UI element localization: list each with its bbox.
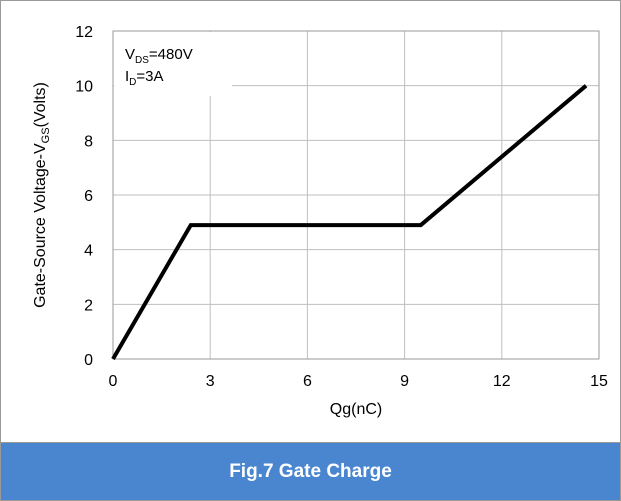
x-tick-label: 15 [590, 373, 608, 390]
gate-charge-line [111, 84, 588, 361]
x-tick-label: 9 [400, 373, 409, 390]
y-tick-label: 10 [75, 79, 93, 96]
y-tick-label: 4 [84, 243, 93, 260]
x-tick-label: 3 [206, 373, 215, 390]
figure-caption: Fig.7 Gate Charge [229, 460, 392, 482]
plot-panel: VDS=480V ID=3A 0 3 6 9 12 15 0 2 4 6 8 10 12 Qg(nC) … [1, 1, 620, 443]
y-tick-label: 12 [75, 24, 93, 41]
y-axis-label: Gate-Source Voltage-VGS(Volts) [32, 82, 52, 308]
x-axis-label: Qg(nC) [330, 401, 382, 418]
x-tick-label: 12 [493, 373, 511, 390]
y-tick-label: 6 [84, 188, 93, 205]
caption-bar: Fig.7 Gate Charge [1, 443, 620, 500]
plot-area-border [112, 30, 600, 360]
annotation-background [114, 32, 232, 96]
y-tick-label: 8 [84, 133, 93, 150]
series-layer [111, 84, 588, 361]
y-tick-label: 0 [84, 352, 93, 369]
vds-annotation: VDS=480V [125, 46, 193, 66]
x-tick-label: 6 [303, 373, 312, 390]
tick-labels: 0 3 6 9 12 15 0 2 4 6 8 10 12 [75, 24, 608, 390]
y-tick-label: 2 [84, 297, 93, 314]
x-tick-label: 0 [109, 373, 118, 390]
id-annotation: ID=3A [125, 68, 164, 88]
